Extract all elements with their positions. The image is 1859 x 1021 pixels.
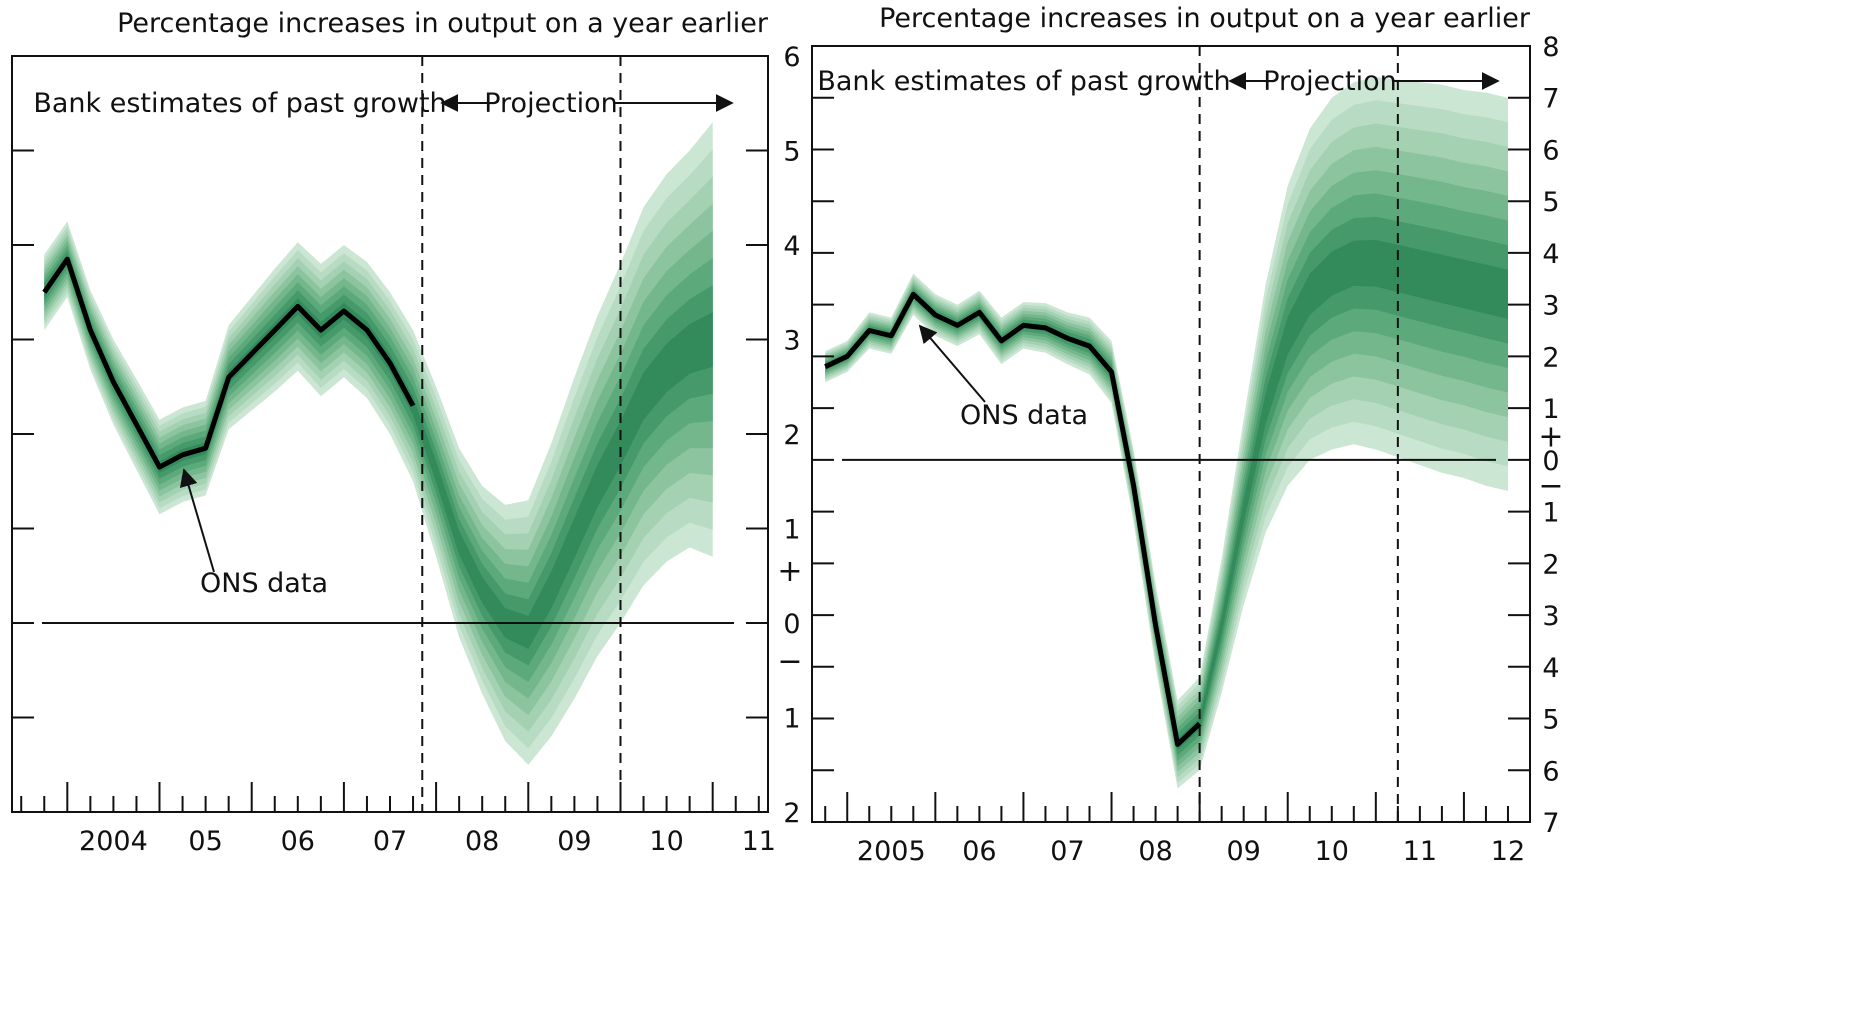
plot-frame — [811, 45, 1531, 823]
y-tick-label: 5 — [783, 137, 800, 168]
x-tick-label: 07 — [373, 826, 407, 857]
fan-band-8 — [825, 240, 1508, 750]
y-tick-label: 2 — [783, 420, 800, 451]
y-top-label: 8 — [1542, 32, 1559, 63]
minus-sign: − — [777, 644, 802, 679]
y-tick-label: 1 — [1542, 498, 1559, 529]
y-bottom-label: 7 — [1542, 808, 1559, 839]
y-tick-label: 4 — [783, 231, 800, 262]
x-tick-label: 06 — [281, 826, 315, 857]
x-tick-label: 12 — [1491, 836, 1525, 867]
y-tick-label: 4 — [1542, 653, 1559, 684]
x-tick-label: 11 — [1403, 836, 1437, 867]
fan-band-8 — [44, 254, 713, 649]
x-axis: 2005 06 07 08 09 10 11 12 — [824, 792, 1531, 867]
y-tick-label: 0 — [1542, 446, 1559, 477]
y-tick-label: 6 — [1542, 135, 1559, 166]
x-tick-label: 08 — [465, 826, 499, 857]
x-tick-label: 2004 — [79, 826, 148, 857]
y-tick-label: 2 — [1542, 549, 1559, 580]
x-tick-label: 10 — [649, 826, 683, 857]
past-growth-label: Bank estimates of past growth — [817, 66, 1230, 97]
ons-data-label: ONS data — [960, 400, 1088, 431]
y-bottom-label: 2 — [783, 798, 800, 829]
y-tick-label: 4 — [1542, 239, 1559, 270]
y-tick-label: 3 — [783, 326, 800, 357]
y-tick-label: 5 — [1542, 187, 1559, 218]
y-tick-label: 3 — [1542, 601, 1559, 632]
chart-subtitle: Percentage increases in output on a year… — [879, 3, 1531, 34]
y-tick-label: 3 — [1542, 291, 1559, 322]
y-tick-label: 1 — [1542, 394, 1559, 425]
y-tick-label: 5 — [1542, 705, 1559, 736]
projection-label: Projection — [1263, 66, 1397, 97]
past-growth-label: Bank estimates of past growth — [33, 88, 446, 119]
x-tick-label: 2005 — [857, 836, 926, 867]
y-top-label: 6 — [783, 42, 800, 73]
y-tick-label: 1 — [783, 515, 800, 546]
y-tick-label: 6 — [1542, 756, 1559, 787]
x-tick-label: 05 — [188, 826, 222, 857]
y-tick-label: 1 — [783, 704, 800, 735]
y-tick-label: 0 — [783, 609, 800, 640]
right-fan-chart: Percentage increases in output on a year… — [811, 3, 1564, 867]
x-axis: 2004 05 06 07 08 09 10 11 — [20, 782, 776, 857]
x-tick-label: 09 — [1227, 836, 1261, 867]
ons-data-pointer — [918, 324, 986, 403]
x-tick-label: 09 — [557, 826, 591, 857]
y-axis: 6 5 4 3 2 1 0 1 2 3 4 5 6 7 8 7 + − — [812, 32, 1564, 839]
x-tick-label: 11 — [742, 826, 776, 857]
minus-sign: − — [1538, 469, 1563, 504]
y-tick-label: 7 — [1542, 84, 1559, 115]
series-line-ons-data — [42, 256, 416, 470]
plus-sign: + — [777, 554, 802, 589]
left-fan-chart: Percentage increases in output on a year… — [11, 8, 803, 857]
y-tick-label: 2 — [1542, 342, 1559, 373]
x-tick-label: 08 — [1138, 836, 1172, 867]
y-axis: 1 0 1 2 3 4 5 6 2 + − — [12, 42, 803, 829]
chart-subtitle: Percentage increases in output on a year… — [117, 8, 769, 39]
x-tick-label: 07 — [1050, 836, 1084, 867]
x-tick-label: 06 — [962, 836, 996, 867]
x-tick-label: 10 — [1315, 836, 1349, 867]
ons-data-pointer — [179, 468, 215, 573]
ons-data-label: ONS data — [200, 568, 328, 599]
plus-sign: + — [1538, 420, 1563, 455]
series-line-ons-data — [824, 291, 1202, 747]
projection-label: Projection — [484, 88, 618, 119]
